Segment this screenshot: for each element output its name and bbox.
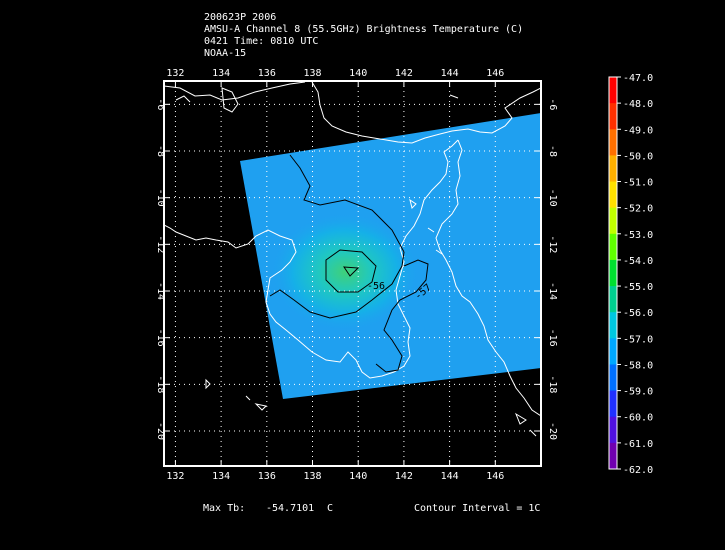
colorbar-segment (609, 77, 617, 104)
arnhem-land-coast (164, 139, 459, 379)
colorbar-label: -52.0 (623, 204, 653, 215)
lat-label-left: -10 (155, 189, 166, 207)
contour-minus-57 (269, 154, 429, 373)
lat-label-right: -20 (547, 422, 558, 440)
contour-minus-55 (343, 266, 360, 277)
lon-label-top: 132 (166, 68, 184, 79)
lat-label-left: -6 (155, 98, 166, 110)
lon-label-bottom: 140 (349, 471, 367, 482)
lon-label-top: 144 (441, 68, 459, 79)
lat-label-right: -12 (547, 235, 558, 253)
colorbar-label: -49.0 (623, 125, 653, 136)
contours (269, 154, 429, 373)
lat-label-left: -14 (155, 282, 166, 300)
lon-label-top: 134 (212, 68, 230, 79)
lat-label-right: -14 (547, 282, 558, 300)
colorbar-label: -57.0 (623, 334, 653, 345)
lon-label-bottom: 136 (258, 471, 276, 482)
contour-interval: Contour Interval = 1C (414, 503, 541, 514)
colorbar-frame (608, 76, 618, 470)
lat-label-left: -16 (155, 329, 166, 347)
max-tb-unit: C (327, 503, 334, 514)
lat-label-right: -6 (547, 98, 558, 110)
colorbar-label: -60.0 (623, 413, 653, 424)
colorbar-label: -61.0 (623, 439, 653, 450)
lon-label-top: 140 (349, 68, 367, 79)
contour-minus-56 (325, 249, 377, 293)
colorbar-label: -56.0 (623, 308, 653, 319)
contour-label-56: -56 (367, 281, 385, 292)
colorbar-label: -48.0 (623, 99, 653, 110)
colorbar-segment (609, 103, 617, 130)
lon-label-top: 136 (258, 68, 276, 79)
lat-lon-grid (164, 81, 541, 466)
colorbar-segment (609, 416, 617, 444)
lat-label-left: -12 (155, 235, 166, 253)
colorbar-label: -54.0 (623, 256, 653, 267)
colorbar-label: -50.0 (623, 151, 653, 162)
lat-label-left: -18 (155, 375, 166, 393)
new-guinea-coast (164, 81, 541, 144)
lat-label-right: -8 (547, 145, 558, 157)
colorbar-segment (609, 338, 617, 365)
lon-label-bottom: 134 (212, 471, 230, 482)
colorbar-label: -51.0 (623, 178, 653, 189)
colorbar-label: -55.0 (623, 282, 653, 293)
colorbar-segment (609, 259, 617, 287)
colorbar-segment (609, 442, 617, 470)
lat-label-left: -8 (155, 145, 166, 157)
colorbar-label: -59.0 (623, 387, 653, 398)
lon-label-top: 142 (395, 68, 413, 79)
colorbar-label: -47.0 (623, 73, 653, 84)
cape-york-coast (435, 139, 541, 417)
colorbar-segment (609, 155, 617, 183)
gulf-islands (409, 198, 443, 255)
lat-label-right: -10 (547, 189, 558, 207)
small-islands (205, 378, 537, 437)
lon-label-bottom: 138 (303, 471, 321, 482)
lon-label-bottom: 132 (166, 471, 184, 482)
colorbar-label: -53.0 (623, 230, 653, 241)
lon-label-bottom: 146 (486, 471, 504, 482)
satellite-name: NOAA-15 (204, 48, 247, 59)
colorbar-segment (609, 129, 617, 156)
warm-core-shading (270, 212, 420, 332)
colorbar-segment (609, 364, 617, 392)
coastlines (164, 81, 541, 437)
product-id: 200623P 2006 (204, 12, 277, 23)
plot-frame (163, 80, 542, 467)
colorbar-label: -58.0 (623, 360, 653, 371)
colorbar-segment (609, 207, 617, 235)
product-title: AMSU-A Channel 8 (55.5GHz) Brightness Te… (204, 24, 524, 35)
colorbar-segment (609, 233, 617, 261)
colorbar-segment (609, 390, 617, 418)
axis-labels: 132 132 134 134 136 136 138 138 140 140 142 142 144 1… (155, 68, 558, 482)
lat-label-left: -20 (155, 422, 166, 440)
colorbar: -47.0 -48.0 -49.0 -50.0 -51.0 -52.0 -53.0 -54.0… (608, 73, 653, 476)
max-tb-label: Max Tb: (203, 503, 246, 514)
lon-label-bottom: 144 (441, 471, 459, 482)
colorbar-label: -62.0 (623, 465, 653, 476)
lat-label-right: -16 (547, 329, 558, 347)
colorbar-segment (609, 181, 617, 209)
max-tb-value: -54.7101 (266, 503, 315, 514)
time-line: 0421 Time: 0810 UTC (204, 36, 319, 47)
lat-label-right: -18 (547, 375, 558, 393)
lon-label-top: 138 (303, 68, 321, 79)
lon-label-top: 146 (486, 68, 504, 79)
colorbar-segment (609, 312, 617, 339)
lon-label-bottom: 142 (395, 471, 413, 482)
new-guinea-islands (175, 87, 459, 113)
colorbar-segment (609, 286, 617, 313)
